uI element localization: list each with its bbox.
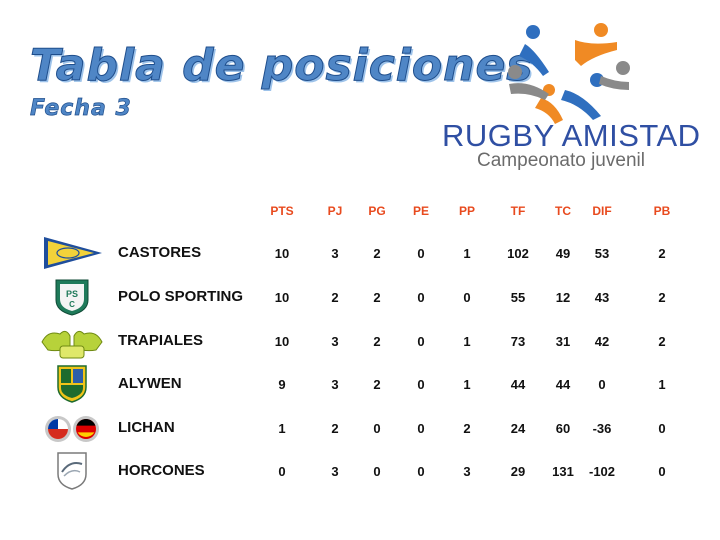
stat-tc: 60 (555, 421, 571, 436)
stat-pe: 0 (417, 464, 425, 479)
stat-pp: 3 (463, 464, 471, 479)
team-name: LICHAN (118, 419, 175, 436)
stat-pe: 0 (417, 334, 425, 349)
team-name: HORCONES (118, 462, 205, 479)
page-title: Tabla de posiciones (29, 40, 534, 92)
stat-pj: 3 (331, 246, 339, 261)
stat-pe: 0 (417, 290, 425, 305)
brand-tagline: Campeonato juvenil (477, 150, 645, 171)
stat-pj: 3 (331, 464, 339, 479)
stat-pg: 2 (373, 290, 381, 305)
stat-pp: 2 (463, 421, 471, 436)
stat-pp: 1 (463, 246, 471, 261)
stat-dif: 0 (598, 377, 606, 392)
stat-tc: 31 (555, 334, 571, 349)
stat-pts: 9 (278, 377, 286, 392)
stat-pts: 0 (278, 464, 286, 479)
polo-sporting-shield-icon: PS C (55, 279, 89, 316)
brand-name: RUGBY AMISTAD (442, 118, 701, 153)
svg-text:PS: PS (66, 289, 78, 299)
team-name: POLO SPORTING (118, 288, 244, 305)
col-header-pts: PTS (270, 204, 294, 218)
stat-pts: 10 (274, 334, 290, 349)
stat-pb: 2 (658, 290, 666, 305)
stat-pb: 2 (658, 334, 666, 349)
stat-pe: 0 (417, 246, 425, 261)
stat-pe: 0 (417, 377, 425, 392)
col-header-tc: TC (555, 204, 571, 218)
stat-pts: 10 (274, 290, 290, 305)
stat-pts: 10 (274, 246, 290, 261)
stat-tf: 44 (510, 377, 526, 392)
stat-tf: 24 (510, 421, 526, 436)
stat-pg: 2 (373, 377, 381, 392)
table-row: ALYWEN 9 3 2 0 1 44 44 0 1 (0, 363, 720, 407)
svg-text:C: C (69, 300, 75, 309)
table-row: LICHAN 1 2 0 0 2 24 60 -36 0 (0, 407, 720, 451)
stat-pb: 2 (658, 246, 666, 261)
stat-dif: 43 (594, 290, 610, 305)
col-header-pp: PP (458, 204, 475, 218)
col-header-pb: PB (653, 204, 671, 218)
stat-pg: 0 (373, 421, 381, 436)
page-subtitle: Fecha 3 (30, 96, 132, 122)
stat-pg: 0 (373, 464, 381, 479)
table-row: PS C POLO SPORTING 10 2 2 0 0 55 12 43 2 (0, 276, 720, 320)
stat-pb: 1 (658, 377, 666, 392)
table-row: CASTORES 10 3 2 0 1 102 49 53 2 (0, 232, 720, 276)
stat-tf: 102 (507, 246, 529, 261)
team-name: ALYWEN (118, 375, 182, 392)
stat-tc: 131 (552, 464, 574, 479)
team-name: CASTORES (118, 244, 202, 261)
stat-pj: 3 (331, 377, 339, 392)
col-header-dif: DIF (592, 204, 612, 218)
alywen-shield-icon (57, 365, 87, 403)
stat-pp: 1 (463, 377, 471, 392)
stat-dif: -36 (592, 421, 612, 436)
stat-tc: 49 (555, 246, 571, 261)
stat-tc: 12 (555, 290, 571, 305)
stat-pb: 0 (658, 464, 666, 479)
col-header-pe: PE (412, 204, 429, 218)
stat-pj: 3 (331, 334, 339, 349)
stat-pg: 2 (373, 334, 381, 349)
stat-pg: 2 (373, 246, 381, 261)
col-header-tf: TF (510, 204, 526, 218)
stat-pj: 2 (331, 290, 339, 305)
table-row: TRAPIALES 10 3 2 0 1 73 31 42 2 (0, 320, 720, 364)
stat-dif: 53 (594, 246, 610, 261)
horcones-shield-icon (57, 452, 87, 490)
col-header-pj: PJ (327, 204, 343, 218)
col-header-pg: PG (368, 204, 386, 218)
chile-germany-flags-icon (45, 416, 99, 442)
trapiales-pumas-icon (41, 330, 103, 359)
stat-pts: 1 (278, 421, 286, 436)
rugby-amistad-figures-icon (508, 23, 630, 124)
stat-dif: 42 (594, 334, 610, 349)
stat-pe: 0 (417, 421, 425, 436)
stat-pp: 0 (463, 290, 471, 305)
stat-tf: 55 (510, 290, 526, 305)
team-name: TRAPIALES (118, 332, 204, 349)
stat-tf: 29 (510, 464, 526, 479)
stat-dif: -102 (588, 464, 616, 479)
table-row: HORCONES 0 3 0 0 3 29 131 -102 0 (0, 450, 720, 494)
stat-tf: 73 (510, 334, 526, 349)
stat-pp: 1 (463, 334, 471, 349)
stat-pj: 2 (331, 421, 339, 436)
stat-pb: 0 (658, 421, 666, 436)
stat-tc: 44 (555, 377, 571, 392)
castores-pennant-icon (44, 237, 102, 269)
